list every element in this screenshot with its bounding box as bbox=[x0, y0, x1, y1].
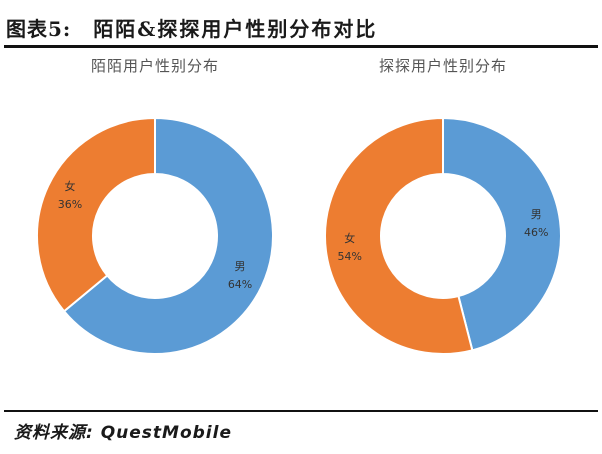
source-note: 资料来源: QuestMobile bbox=[14, 423, 232, 443]
tantan-slice-value-label: 54% bbox=[338, 250, 362, 263]
figure-title: 陌陌&探探用户性别分布对比 bbox=[93, 16, 378, 41]
momo-chart-title: 陌陌用户性别分布 bbox=[91, 57, 219, 75]
momo-slice-category-label: 女 bbox=[64, 179, 75, 193]
top-divider bbox=[4, 45, 598, 48]
momo-gender-chart: 陌陌用户性别分布 男 64% 女 36% bbox=[36, 57, 274, 355]
momo-slice-value-label: 36% bbox=[58, 198, 82, 211]
bottom-divider bbox=[4, 410, 598, 412]
figure-label: 图表5: bbox=[6, 16, 72, 41]
tantan-slice-value-label: 46% bbox=[524, 226, 548, 239]
tantan-slice-female bbox=[324, 116, 474, 355]
momo-slice-category-label: 男 bbox=[235, 260, 246, 273]
tantan-slice-category-label: 男 bbox=[531, 208, 542, 221]
tantan-slice-male bbox=[442, 116, 562, 352]
figure-header: 图表5: 陌陌&探探用户性别分布对比 bbox=[6, 10, 596, 44]
tantan-slice-category-label: 女 bbox=[344, 231, 355, 245]
momo-slice-female bbox=[36, 116, 156, 313]
momo-slice-male bbox=[62, 116, 274, 355]
momo-slice-value-label: 64% bbox=[228, 278, 252, 291]
tantan-gender-chart: 探探用户性别分布 男 46% 女 54% bbox=[324, 57, 562, 355]
tantan-chart-title: 探探用户性别分布 bbox=[379, 57, 507, 75]
